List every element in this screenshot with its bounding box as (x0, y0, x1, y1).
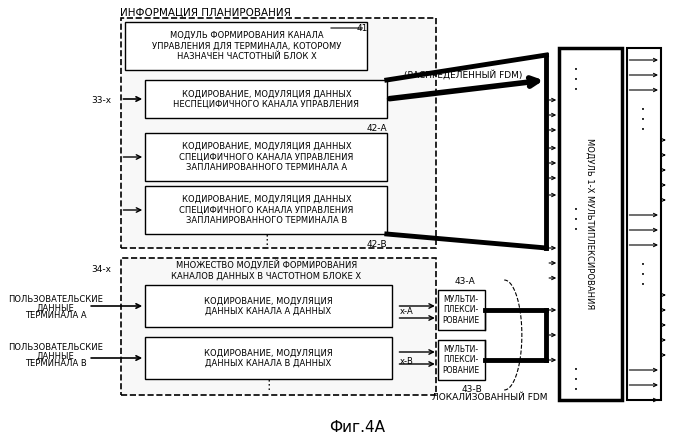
Text: ⋮: ⋮ (262, 378, 275, 392)
Bar (145, 337, 391, 379)
Text: МОДУЛЬ ФОРМИРОВАНИЯ КАНАЛА
УПРАВЛЕНИЯ ДЛЯ ТЕРМИНАЛА, КОТОРОМУ
НАЗНАЧЕН ЧАСТОТНЫЙ: МОДУЛЬ ФОРМИРОВАНИЯ КАНАЛА УПРАВЛЕНИЯ ДЛ… (152, 31, 342, 61)
Bar (626, 48, 661, 400)
Text: КОДИРОВАНИЕ, МОДУЛЯЦИЯ ДАННЫХ
СПЕЦИФИЧНОГО КАНАЛА УПРАВЛЕНИЯ
ЗАПЛАНИРОВАННОГО ТЕ: КОДИРОВАНИЕ, МОДУЛЯЦИЯ ДАННЫХ СПЕЦИФИЧНО… (179, 195, 354, 225)
Bar (145, 133, 387, 181)
Text: •: • (574, 77, 577, 83)
Text: КОДИРОВАНИЕ, МОДУЛЯЦИЯ
ДАННЫХ КАНАЛА В ДАННЫХ: КОДИРОВАНИЕ, МОДУЛЯЦИЯ ДАННЫХ КАНАЛА В Д… (204, 348, 333, 368)
Text: МУЛЬТИ-
ПЛЕКСИ-
РОВАНИЕ: МУЛЬТИ- ПЛЕКСИ- РОВАНИЕ (442, 345, 480, 375)
Text: •: • (641, 272, 645, 278)
Text: •: • (641, 107, 645, 113)
Text: •: • (574, 217, 577, 223)
Text: •: • (574, 377, 577, 383)
Text: КОДИРОВАНИЕ, МОДУЛЯЦИЯ ДАННЫХ
СПЕЦИФИЧНОГО КАНАЛА УПРАВЛЕНИЯ
ЗАПЛАНИРОВАННОГО ТЕ: КОДИРОВАНИЕ, МОДУЛЯЦИЯ ДАННЫХ СПЕЦИФИЧНО… (179, 142, 354, 172)
Text: МОДУЛЬ 1-Х МУЛЬТИПЛЕКСИРОВАНИЯ: МОДУЛЬ 1-Х МУЛЬТИПЛЕКСИРОВАНИЯ (586, 138, 595, 310)
Bar (145, 285, 391, 327)
Text: МУЛЬТИ-
ПЛЕКСИ-
РОВАНИЕ: МУЛЬТИ- ПЛЕКСИ- РОВАНИЕ (442, 295, 480, 325)
Bar (145, 80, 387, 118)
Text: ⋮: ⋮ (260, 233, 273, 246)
Text: •: • (574, 227, 577, 233)
Text: х-А: х-А (400, 307, 413, 316)
Text: 41: 41 (356, 23, 368, 32)
Text: •: • (641, 117, 645, 123)
Text: ИНФОРМАЦИЯ ПЛАНИРОВАНИЯ: ИНФОРМАЦИЯ ПЛАНИРОВАНИЯ (120, 7, 291, 17)
Text: ТЕРМИНАЛА В: ТЕРМИНАЛА В (25, 360, 87, 369)
Bar (438, 340, 484, 380)
Bar (121, 18, 435, 248)
Text: 42-А: 42-А (367, 124, 387, 132)
Text: 42-В: 42-В (367, 240, 387, 249)
Text: Фиг.4А: Фиг.4А (329, 420, 385, 435)
Text: КОДИРОВАНИЕ, МОДУЛЯЦИЯ
ДАННЫХ КАНАЛА А ДАННЫХ: КОДИРОВАНИЕ, МОДУЛЯЦИЯ ДАННЫХ КАНАЛА А Д… (204, 296, 333, 316)
Text: КОДИРОВАНИЕ, МОДУЛЯЦИЯ ДАННЫХ
НЕСПЕЦИФИЧНОГО КАНАЛА УПРАВЛЕНИЯ: КОДИРОВАНИЕ, МОДУЛЯЦИЯ ДАННЫХ НЕСПЕЦИФИЧ… (173, 89, 359, 109)
Bar (145, 186, 387, 234)
Text: 43-А: 43-А (455, 277, 475, 287)
Text: ЛОКАЛИЗОВАННЫЙ FDM: ЛОКАЛИЗОВАННЫЙ FDM (432, 393, 547, 403)
Text: ТЕРМИНАЛА А: ТЕРМИНАЛА А (25, 311, 87, 320)
Bar (126, 22, 367, 70)
Text: МНОЖЕСТВО МОДУЛЕЙ ФОРМИРОВАНИЯ
КАНАЛОВ ДАННЫХ В ЧАСТОТНОМ БЛОКЕ Х: МНОЖЕСТВО МОДУЛЕЙ ФОРМИРОВАНИЯ КАНАЛОВ Д… (171, 260, 361, 280)
Text: •: • (641, 282, 645, 288)
Text: 43-В: 43-В (461, 385, 482, 395)
Text: •: • (574, 387, 577, 393)
Text: •: • (574, 207, 577, 213)
Text: •: • (641, 127, 645, 133)
Text: •: • (641, 262, 645, 268)
Text: ПОЛЬЗОВАТЕЛЬСКИЕ: ПОЛЬЗОВАТЕЛЬСКИЕ (8, 295, 103, 304)
Text: (РАСПРЕДЕЛЕННЫЙ FDM): (РАСПРЕДЕЛЕННЫЙ FDM) (404, 70, 522, 80)
Text: 34-х: 34-х (91, 265, 111, 275)
Text: •: • (574, 67, 577, 73)
Text: 33-х: 33-х (91, 96, 111, 105)
Text: •: • (574, 367, 577, 373)
Text: ПОЛЬЗОВАТЕЛЬСКИЕ: ПОЛЬЗОВАТЕЛЬСКИЕ (8, 343, 103, 353)
Text: •: • (574, 87, 577, 93)
Bar (559, 48, 621, 400)
Text: ДАННЫЕ: ДАННЫЕ (37, 351, 75, 361)
Text: ДАННЫЕ: ДАННЫЕ (37, 303, 75, 312)
Text: х-В: х-В (399, 358, 413, 366)
Bar (121, 258, 435, 395)
Bar (438, 290, 484, 330)
